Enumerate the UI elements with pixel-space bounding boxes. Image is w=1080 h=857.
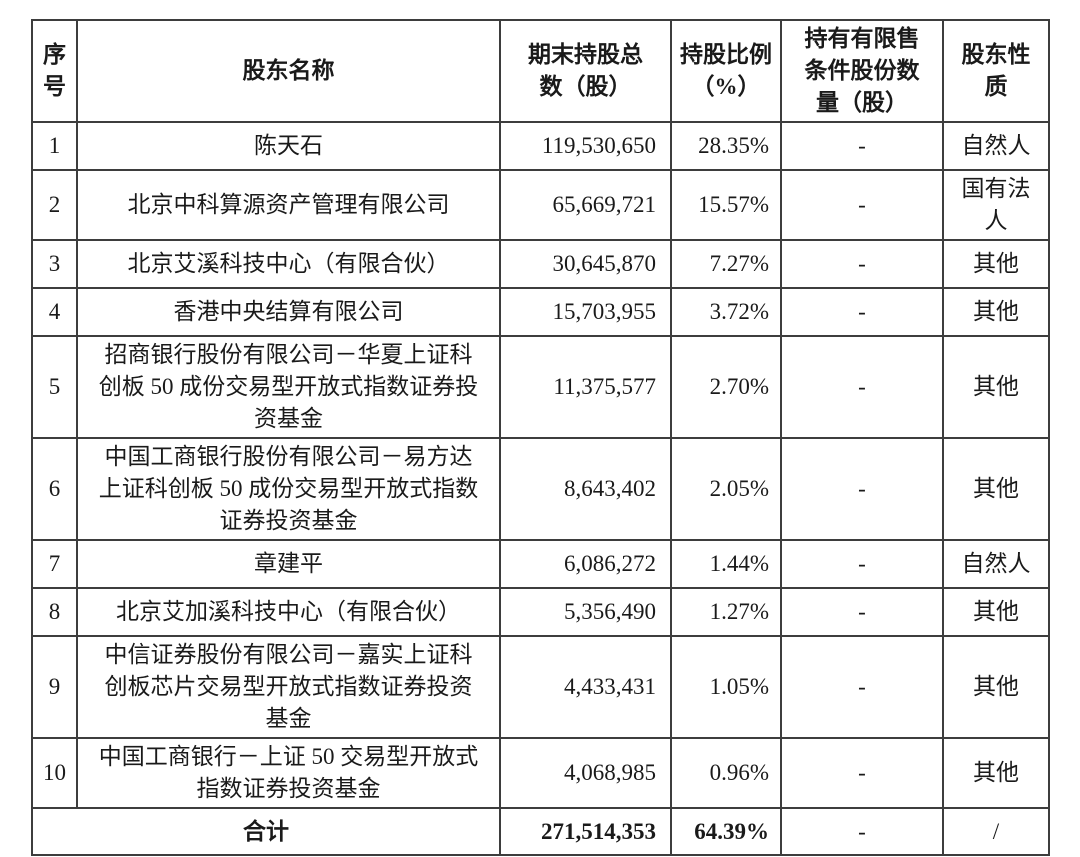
header-index: 序号 [31,19,78,123]
cell-ratio: 1.27% [670,587,782,637]
cell-name: 香港中央结算有限公司 [76,287,501,337]
total-nature: / [942,807,1050,856]
cell-index: 2 [31,169,78,241]
cell-index: 6 [31,437,78,541]
cell-nature: 其他 [942,437,1050,541]
cell-ratio: 2.70% [670,335,782,439]
cell-restricted: - [780,587,944,637]
cell-name: 北京艾溪科技中心（有限合伙） [76,239,501,289]
cell-nature: 其他 [942,635,1050,739]
cell-index: 4 [31,287,78,337]
cell-index: 3 [31,239,78,289]
cell-name: 陈天石 [76,121,501,171]
cell-index: 10 [31,737,78,809]
cell-restricted: - [780,121,944,171]
cell-restricted: - [780,635,944,739]
cell-index: 9 [31,635,78,739]
cell-restricted: - [780,287,944,337]
cell-ratio: 15.57% [670,169,782,241]
table-row: 6 中国工商银行股份有限公司－易方达上证科创板 50 成份交易型开放式指数证券投… [31,437,1050,541]
cell-ratio: 7.27% [670,239,782,289]
header-restricted: 持有有限售条件股份数量（股） [780,19,944,123]
table-row: 3 北京艾溪科技中心（有限合伙） 30,645,870 7.27% - 其他 [31,239,1050,289]
cell-index: 7 [31,539,78,589]
total-label: 合计 [31,807,501,856]
cell-ratio: 0.96% [670,737,782,809]
table-row: 8 北京艾加溪科技中心（有限合伙） 5,356,490 1.27% - 其他 [31,587,1050,637]
cell-restricted: - [780,539,944,589]
table-row: 10 中国工商银行－上证 50 交易型开放式指数证券投资基金 4,068,985… [31,737,1050,809]
cell-name: 招商银行股份有限公司－华夏上证科创板 50 成份交易型开放式指数证券投资基金 [76,335,501,439]
table-row: 7 章建平 6,086,272 1.44% - 自然人 [31,539,1050,589]
table-row: 5 招商银行股份有限公司－华夏上证科创板 50 成份交易型开放式指数证券投资基金… [31,335,1050,439]
cell-nature: 自然人 [942,121,1050,171]
table-header-row: 序号 股东名称 期末持股总数（股） 持股比例（%） 持有有限售条件股份数量（股）… [31,19,1050,123]
cell-shares: 4,433,431 [499,635,672,739]
table-row: 4 香港中央结算有限公司 15,703,955 3.72% - 其他 [31,287,1050,337]
cell-nature: 其他 [942,335,1050,439]
cell-ratio: 28.35% [670,121,782,171]
total-shares: 271,514,353 [499,807,672,856]
cell-restricted: - [780,437,944,541]
cell-name: 北京艾加溪科技中心（有限合伙） [76,587,501,637]
table-total-row: 合计 271,514,353 64.39% - / [31,807,1050,856]
cell-shares: 6,086,272 [499,539,672,589]
header-name: 股东名称 [76,19,501,123]
cell-nature: 自然人 [942,539,1050,589]
cell-restricted: - [780,737,944,809]
cell-shares: 4,068,985 [499,737,672,809]
header-ratio: 持股比例（%） [670,19,782,123]
cell-nature: 其他 [942,287,1050,337]
cell-nature: 其他 [942,737,1050,809]
cell-nature: 其他 [942,587,1050,637]
header-nature: 股东性质 [942,19,1050,123]
cell-name: 中国工商银行－上证 50 交易型开放式指数证券投资基金 [76,737,501,809]
header-shares: 期末持股总数（股） [499,19,672,123]
table-row: 1 陈天石 119,530,650 28.35% - 自然人 [31,121,1050,171]
cell-ratio: 1.05% [670,635,782,739]
cell-shares: 11,375,577 [499,335,672,439]
table-row: 2 北京中科算源资产管理有限公司 65,669,721 15.57% - 国有法… [31,169,1050,241]
cell-shares: 8,643,402 [499,437,672,541]
cell-index: 8 [31,587,78,637]
total-restricted: - [780,807,944,856]
cell-name: 北京中科算源资产管理有限公司 [76,169,501,241]
cell-shares: 65,669,721 [499,169,672,241]
cell-restricted: - [780,239,944,289]
cell-ratio: 2.05% [670,437,782,541]
cell-restricted: - [780,169,944,241]
cell-shares: 119,530,650 [499,121,672,171]
cell-nature: 其他 [942,239,1050,289]
cell-restricted: - [780,335,944,439]
cell-shares: 30,645,870 [499,239,672,289]
cell-name: 中国工商银行股份有限公司－易方达上证科创板 50 成份交易型开放式指数证券投资基… [76,437,501,541]
shareholder-table: 序号 股东名称 期末持股总数（股） 持股比例（%） 持有有限售条件股份数量（股）… [31,19,1050,856]
cell-index: 1 [31,121,78,171]
total-ratio: 64.39% [670,807,782,856]
cell-name: 章建平 [76,539,501,589]
cell-nature: 国有法人 [942,169,1050,241]
cell-shares: 15,703,955 [499,287,672,337]
cell-name: 中信证券股份有限公司－嘉实上证科创板芯片交易型开放式指数证券投资基金 [76,635,501,739]
cell-index: 5 [31,335,78,439]
cell-ratio: 3.72% [670,287,782,337]
cell-ratio: 1.44% [670,539,782,589]
table-row: 9 中信证券股份有限公司－嘉实上证科创板芯片交易型开放式指数证券投资基金 4,4… [31,635,1050,739]
cell-shares: 5,356,490 [499,587,672,637]
